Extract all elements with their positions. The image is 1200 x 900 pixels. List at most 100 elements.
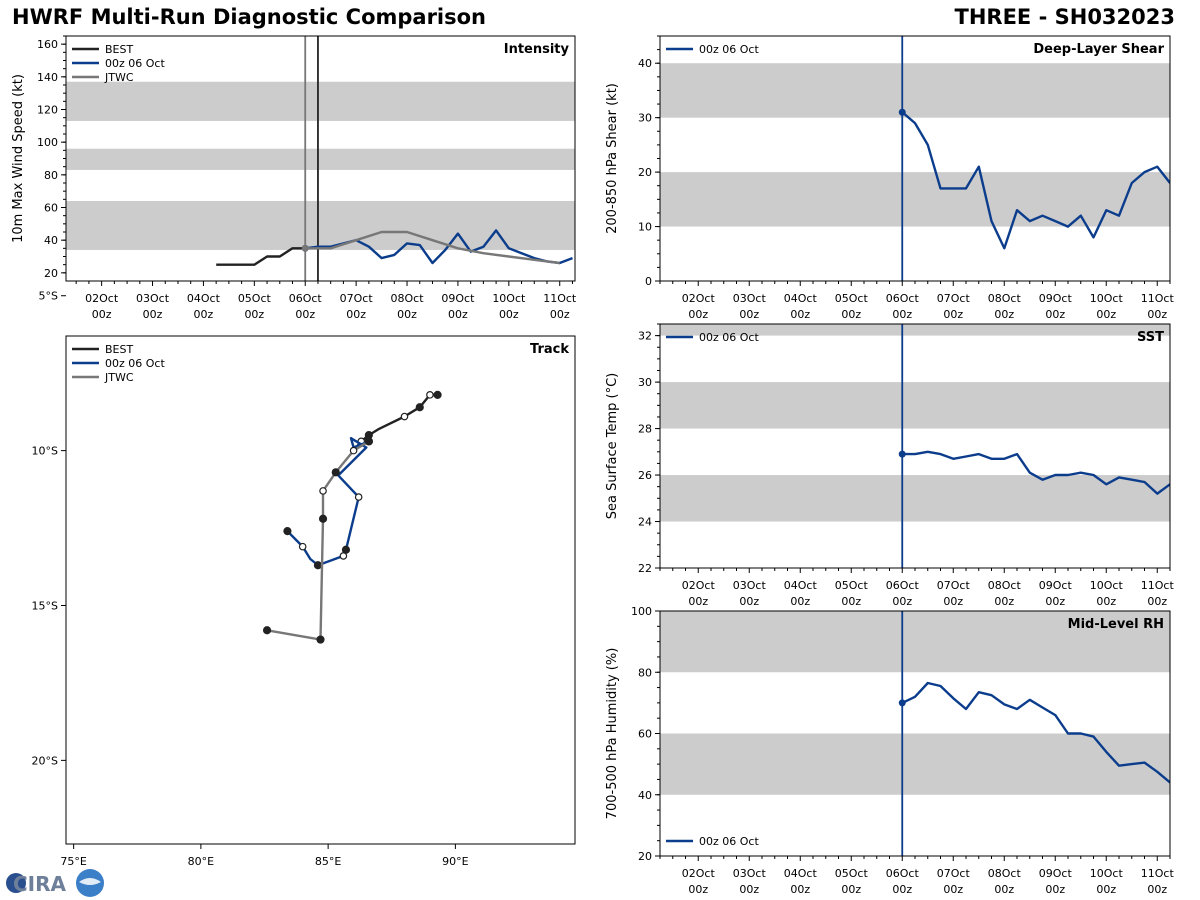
track-plot-area (262, 390, 442, 644)
rh-ylabel: 700-500 hPa Humidity (%) (605, 648, 620, 820)
intensity-band (66, 148, 575, 170)
intensity-xtick-hour: 00z (499, 308, 519, 321)
shear-xtick-hour: 00z (790, 308, 810, 321)
shear-xtick-hour: 00z (1096, 308, 1116, 321)
page-title: HWRF Multi-Run Diagnostic Comparison (12, 5, 487, 29)
rh-xtick-hour: 00z (790, 883, 810, 896)
shear-xtick-day: 09Oct (1039, 292, 1073, 305)
track-series-best-point (415, 403, 424, 412)
sst-band (660, 324, 1170, 336)
intensity-xtick-hour: 00z (143, 308, 163, 321)
shear-xtick-hour: 00z (892, 308, 912, 321)
sst-band (660, 382, 1170, 429)
track-series-00z-06-oct-point (313, 561, 323, 570)
track-series-best-open-point (400, 412, 409, 421)
intensity-xtick-day: 07Oct (340, 292, 374, 305)
intensity-xtick-hour: 00z (346, 308, 366, 321)
rh-xtick-day: 09Oct (1039, 867, 1073, 880)
intensity-xtick-day: 08Oct (391, 292, 425, 305)
shear-xtick-day: 06Oct (886, 292, 920, 305)
intensity-ylabel: 10m Max Wind Speed (kt) (11, 74, 26, 243)
shear-title: Deep-Layer Shear (1033, 42, 1164, 57)
shear-xtick-hour: 00z (943, 308, 963, 321)
rh-series-00z-06-oct-point (898, 699, 906, 707)
track-panel: Track 5°S 10°S 15°S 20°S 75°E 80°E 85°E 90°E BEST… (32, 290, 576, 868)
intensity-series-jtwc-line (305, 230, 560, 265)
shear-ytick-label: 0 (645, 275, 652, 288)
track-series-00z-06-oct-point (283, 527, 292, 536)
intensity-plot-area (66, 36, 575, 281)
intensity-ytick-label: 160 (37, 38, 58, 51)
intensity-xtick-day: 06Oct (289, 292, 323, 305)
track-legend-label-best: BEST (105, 343, 133, 356)
rh-band (660, 611, 1170, 673)
sst-ytick-label: 22 (638, 562, 652, 575)
intensity-xtick-day: 11Oct (543, 292, 577, 305)
track-series-jtwc-point (331, 468, 340, 477)
sst-panel: SST 22 24 26 28 30 32 Sea Surface Temp (°C) 02Oc… (605, 323, 1175, 608)
sst-xtick-hour: 00z (1147, 595, 1167, 608)
sst-series-00z-06-oct-point (898, 450, 906, 458)
rh-legend-label-run: 00z 06 Oct (699, 835, 759, 848)
cira-globe-icon (6, 873, 26, 893)
rh-xtick-day: 04Oct (784, 867, 818, 880)
shear-panel: Deep-Layer Shear 0 10 20 30 40 200-850 hPa She… (605, 35, 1175, 321)
rh-ytick-label: 20 (638, 850, 652, 863)
rh-xtick-day: 07Oct (937, 867, 971, 880)
sst-ytick-label: 30 (638, 376, 652, 389)
shear-xtick-day: 11Oct (1141, 292, 1175, 305)
track-ytick-label: 15°S (32, 599, 58, 612)
shear-legend-label-run: 00z 06 Oct (699, 43, 759, 56)
track-ytick-label: 10°S (32, 445, 58, 458)
rh-xtick-hour: 00z (841, 883, 861, 896)
sst-xtick-day: 11Oct (1141, 579, 1175, 592)
cira-logo-text: CIRA (13, 872, 67, 896)
sst-xtick-hour: 00z (943, 595, 963, 608)
rh-ytick-label: 100 (631, 605, 652, 618)
shear-xtick-hour: 00z (688, 308, 708, 321)
shear-band (660, 172, 1170, 227)
track-series-jtwc-line (266, 440, 370, 641)
rh-xtick-day: 03Oct (733, 867, 767, 880)
intensity-xtick-hour: 00z (397, 308, 417, 321)
sst-xtick-hour: 00z (688, 595, 708, 608)
rh-xtick-day: 10Oct (1090, 867, 1124, 880)
track-series-00z-06-oct-open-point (339, 552, 348, 560)
shear-xtick-hour: 00z (739, 308, 759, 321)
intensity-ytick-label: 80 (44, 169, 58, 182)
sst-xtick-day: 02Oct (682, 579, 716, 592)
sst-title: SST (1137, 330, 1164, 345)
intensity-xtick-day: 05Oct (238, 292, 272, 305)
shear-xtick-hour: 00z (994, 308, 1014, 321)
track-series-00z-06-oct-line (286, 437, 370, 567)
track-legend-label-run: 00z 06 Oct (105, 357, 165, 370)
shear-xtick-day: 03Oct (733, 292, 767, 305)
intensity-title: Intensity (504, 42, 570, 57)
intensity-ytick-label: 120 (37, 104, 58, 117)
shear-ytick-label: 20 (638, 166, 652, 179)
rh-plot-area (660, 611, 1170, 856)
sst-xtick-hour: 00z (1096, 595, 1116, 608)
intensity-xtick-hour: 00z (92, 308, 112, 321)
sst-xtick-day: 07Oct (937, 579, 971, 592)
intensity-xtick-day: 03Oct (136, 292, 170, 305)
track-frame (65, 335, 576, 845)
rh-series-00z-06-oct-line (901, 681, 1170, 784)
shear-xtick-day: 04Oct (784, 292, 818, 305)
track-series-00z-06-oct-open-point (354, 493, 363, 501)
intensity-band (66, 81, 575, 121)
sst-legend-label-run: 00z 06 Oct (699, 331, 759, 344)
intensity-ytick-label: 20 (44, 267, 58, 280)
intensity-panel: Intensity 20 40 60 80 100 120 140 160 10m Max Win… (11, 35, 577, 321)
sst-ytick-label: 26 (638, 469, 652, 482)
rh-band (660, 733, 1170, 795)
sst-xtick-day: 04Oct (784, 579, 818, 592)
track-series-jtwc-open-point (349, 446, 358, 455)
track-series-jtwc-open-point (319, 487, 327, 495)
rh-ytick-label: 80 (638, 666, 652, 679)
rh-xtick-day: 11Oct (1141, 867, 1175, 880)
intensity-band (66, 200, 575, 250)
intensity-series-best-line (216, 247, 318, 266)
sst-ytick-label: 24 (638, 516, 652, 529)
